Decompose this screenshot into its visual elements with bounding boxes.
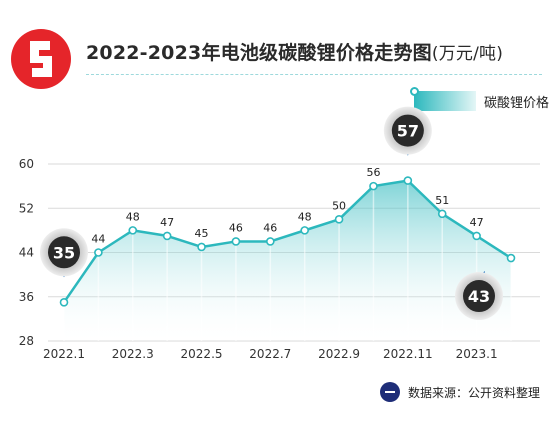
data-label: 48 — [298, 210, 312, 223]
y-tick-label: 44 — [19, 246, 34, 260]
series-area — [64, 180, 511, 341]
callout-label: 43 — [468, 287, 490, 306]
data-point — [94, 248, 103, 257]
y-tick-label: 60 — [19, 157, 34, 171]
title-unit: (万元/吨) — [431, 44, 504, 64]
data-label: 46 — [263, 221, 277, 234]
data-label: 45 — [195, 227, 209, 240]
data-label: 47 — [470, 216, 484, 229]
data-point — [266, 237, 275, 246]
brand-logo — [8, 26, 74, 96]
callout-label: 57 — [397, 122, 419, 141]
callout-bubble — [48, 236, 80, 269]
x-tick-label: 2022.1 — [43, 347, 85, 361]
data-label: 50 — [332, 199, 346, 212]
title-divider — [86, 74, 542, 75]
data-label: 46 — [229, 221, 243, 234]
data-point — [334, 215, 344, 224]
info-badge-icon — [380, 382, 400, 402]
data-point — [506, 253, 516, 263]
data-label: 51 — [435, 194, 449, 207]
title-text: 2022-2023年电池级碳酸锂价格走势图 — [86, 42, 432, 64]
data-point — [369, 181, 378, 191]
legend-swatch — [410, 87, 476, 111]
legend-label: 碳酸锂价格 — [484, 95, 550, 111]
series-line — [62, 179, 512, 303]
data-point — [437, 209, 447, 219]
page-title: 2022-2023年电池级碳酸锂价格走势图(万元/吨) — [86, 38, 503, 65]
data-point — [403, 176, 413, 185]
data-point — [300, 226, 309, 235]
x-tick-label: 2022.3 — [112, 347, 154, 361]
y-tick-label: 36 — [19, 290, 34, 304]
chart-legend: 碳酸锂价格 — [410, 87, 550, 112]
data-label: 44 — [91, 233, 105, 246]
source-label: 数据来源：公开资料整理 — [408, 385, 541, 400]
x-tick-label: 2022.9 — [318, 347, 360, 361]
callout-bubble — [391, 114, 424, 147]
data-label: 56 — [366, 166, 380, 179]
data-point — [59, 297, 69, 307]
x-tick-label: 2022.5 — [181, 347, 223, 361]
source-note: 数据来源：公开资料整理 — [380, 378, 540, 406]
x-tick-label: 2022.7 — [249, 347, 291, 361]
y-tick-label: 52 — [19, 201, 34, 215]
x-tick-label: 2023.1 — [456, 347, 498, 361]
data-point — [197, 242, 206, 252]
data-point — [231, 237, 241, 246]
data-label: 47 — [160, 216, 174, 229]
data-point — [472, 231, 481, 241]
x-tick-label: 2022.11 — [383, 347, 433, 361]
data-point — [162, 231, 172, 241]
data-label: 48 — [126, 210, 140, 223]
data-point — [128, 226, 138, 235]
y-tick-label: 28 — [19, 334, 34, 348]
callout-bubble — [463, 280, 495, 313]
brand-logo-mark — [30, 41, 52, 77]
callout-label: 35 — [53, 243, 75, 262]
legend-marker — [410, 87, 419, 96]
